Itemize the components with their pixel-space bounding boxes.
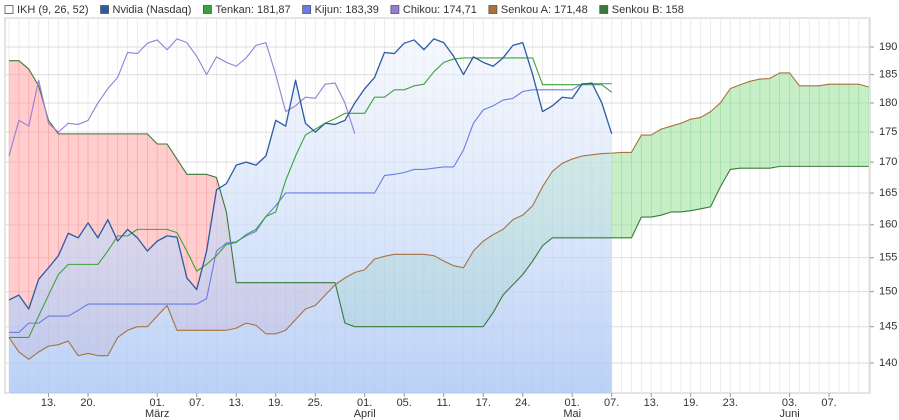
legend-label: Chikou: 174,71	[403, 4, 477, 16]
cloud-segment	[809, 85, 820, 167]
legend-label: Senkou B: 158	[612, 4, 684, 16]
x-tick-label: 17.	[476, 397, 491, 409]
cloud-segment	[838, 83, 850, 167]
x-tick-label: 24.	[515, 397, 530, 409]
cloud-segment	[729, 84, 741, 170]
cloud-segment	[739, 80, 751, 169]
y-tick-label: 185	[879, 69, 897, 81]
y-tick-label: 150	[879, 286, 897, 298]
cloud-segment	[799, 85, 810, 167]
cloud-segment	[769, 72, 780, 169]
cloud-segment	[611, 152, 622, 239]
legend-swatch	[4, 5, 14, 14]
y-tick-label: 155	[879, 252, 897, 264]
cloud-segment	[660, 125, 672, 216]
month-label: April	[354, 408, 376, 420]
y-tick-label: 165	[879, 187, 897, 199]
x-tick-label: 23.	[723, 397, 738, 409]
x-tick-label: 19.	[683, 397, 698, 409]
y-tick-label: 170	[879, 156, 897, 168]
cloud-segment	[818, 83, 830, 167]
legend-swatch	[203, 5, 212, 14]
series-line	[8, 38, 356, 157]
x-tick-label: 20.	[80, 397, 95, 409]
cloud-segment	[700, 111, 711, 210]
y-tick-label: 175	[879, 126, 897, 138]
x-tick-label: 07.	[821, 397, 836, 409]
cloud-segment	[789, 72, 800, 167]
x-tick-label: 25.	[308, 397, 323, 409]
cloud-segment	[779, 72, 790, 167]
y-tick-label: 145	[879, 321, 897, 333]
cloud-segment	[759, 78, 771, 169]
x-tick-label: 01.	[357, 397, 372, 409]
legend-label: Kijun: 183,39	[315, 4, 379, 16]
x-tick-label: 07.	[604, 397, 619, 409]
series-line	[8, 38, 613, 310]
series-line	[9, 57, 613, 339]
legend-swatch	[390, 5, 400, 14]
cloud-segment	[680, 118, 692, 213]
y-tick-label: 190	[879, 41, 897, 53]
legend-label: Nvidia (Nasdaq)	[113, 4, 192, 16]
x-tick-label: 11.	[436, 397, 450, 409]
month-label: März	[145, 408, 169, 420]
x-tick-label: 03.	[782, 397, 797, 409]
x-tick-label: 19.	[268, 397, 283, 409]
series-line	[9, 60, 869, 328]
cloud-segment	[858, 83, 869, 167]
x-tick-label: 07.	[189, 397, 204, 409]
y-tick-label: 160	[879, 219, 897, 231]
cloud-segment	[828, 83, 840, 167]
cloud-segment	[641, 134, 652, 218]
series-line	[8, 72, 869, 360]
legend-swatch	[488, 5, 498, 14]
legend-swatch	[599, 5, 609, 14]
x-tick-label: 05.	[397, 397, 412, 409]
legend-label: Senkou A: 171,48	[501, 4, 588, 16]
cloud-segment	[650, 128, 662, 218]
month-label: Juni	[779, 408, 799, 420]
cloud-segment	[690, 117, 701, 212]
cloud-segment	[621, 152, 632, 239]
y-tick-label: 180	[879, 97, 897, 109]
x-tick-label: 13.	[229, 397, 244, 409]
y-tick-label: 140	[879, 357, 897, 369]
legend-swatch	[302, 5, 312, 14]
x-tick-label: 13.	[41, 397, 56, 409]
legend-label: IKH (9, 26, 52)	[17, 4, 89, 16]
x-tick-label: 01.	[150, 397, 165, 409]
month-label: Mai	[563, 408, 581, 420]
series-line	[9, 83, 612, 333]
cloud-segment	[848, 83, 860, 167]
cloud-segment	[749, 78, 761, 169]
x-tick-label: 13.	[644, 397, 659, 409]
cloud-segment	[670, 122, 682, 213]
legend-swatch	[100, 5, 109, 14]
legend-label: Tenkan: 181,87	[215, 4, 290, 16]
x-tick-label: 01.	[565, 397, 580, 409]
